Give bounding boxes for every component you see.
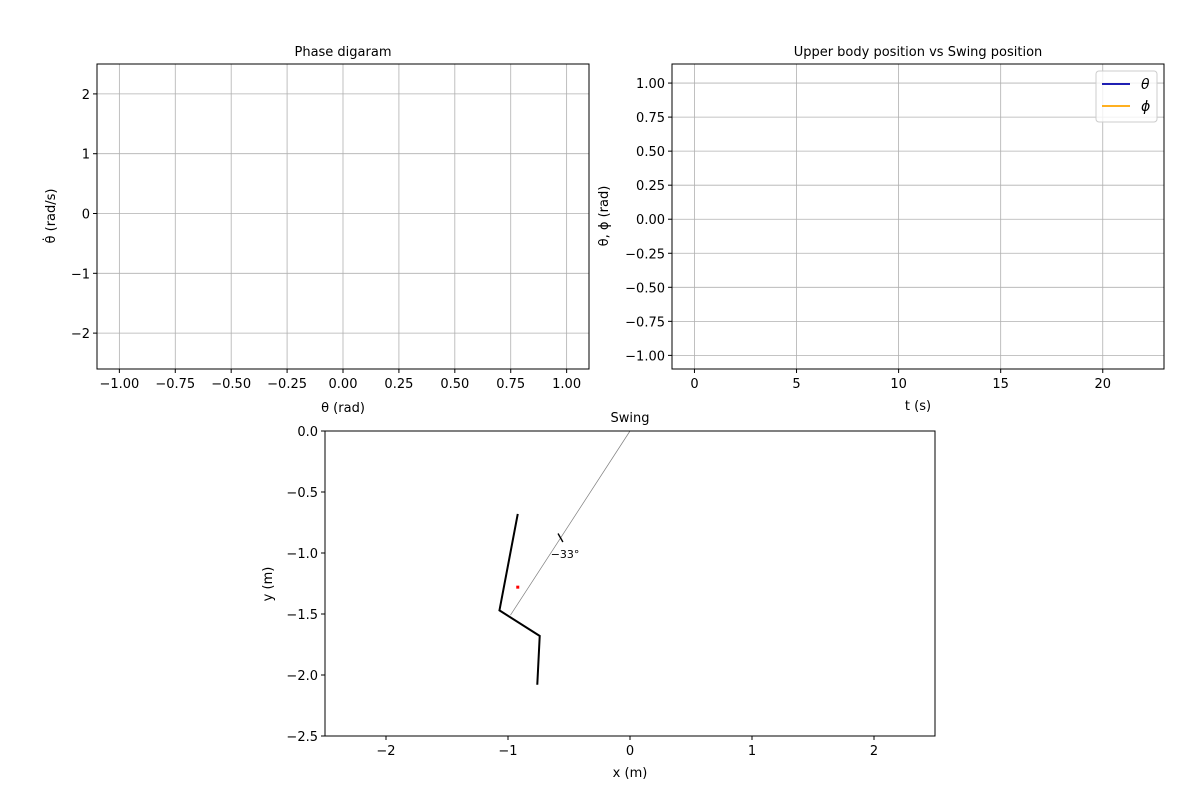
phase-title: Phase digaram [294,45,391,60]
phase-y-tick-label: 1 [82,148,90,163]
legend-theta-label: θ [1141,77,1150,93]
swing-x-tick-label: −1 [498,744,517,759]
time-title: Upper body position vs Swing position [794,45,1043,60]
time-x-tick-label: 5 [792,377,800,392]
time-y-tick-label: 0.50 [636,145,665,160]
phase-y-label: θ̇ (rad/s) [43,189,59,244]
swing-y-tick-label: 0.0 [297,425,318,440]
time-legend: θ ϕ [1095,70,1158,123]
phase-y-tick-label: 2 [82,88,90,103]
swing-y-tick-label: −2.5 [286,730,318,745]
phase-x-label: θ (rad) [321,401,365,416]
time-plot-axes: 0 5 10 15 20 −1.00 −0.75 −0.50 −0.25 0.00 0.25 0.5… [597,45,1165,414]
phase-x-tick-label: −0.50 [211,377,251,392]
time-y-tick-label: −0.50 [625,281,665,296]
time-x-tick-label: 10 [890,377,907,392]
swing-y-tick-label: −0.5 [286,486,318,501]
swing-y-tick-label: −1.0 [286,547,318,562]
phase-x-tick-label: −0.75 [155,377,195,392]
swing-plot-area: −33° [498,430,631,685]
swing-x-tick-label: 1 [748,744,756,759]
phase-x-tick-label: 0.50 [440,377,469,392]
swing-y-label: y (m) [261,567,276,602]
swing-axes: −33° −2 −1 0 1 2 −2.5 −2.0 −1.5 −1.0 −0.5 0.0 Swi… [261,411,936,781]
phase-y-tick-label: 0 [82,208,90,223]
phase-x-tick-label: −0.25 [267,377,307,392]
swing-y-tick-label: −1.5 [286,608,318,623]
time-x-tick-label: 0 [690,377,698,392]
phase-x-tick-label: 1.00 [552,377,581,392]
swing-body [498,513,541,685]
swing-angle-arc [557,533,564,543]
time-y-ticks: −1.00 −0.75 −0.50 −0.25 0.00 0.25 0.50 0.75 1.00 [625,77,672,364]
phase-grid [97,64,589,369]
time-x-ticks: 0 5 10 15 20 [690,369,1111,392]
center-of-mass-marker [516,585,520,589]
legend-phi-label: ϕ [1141,99,1150,115]
time-y-tick-label: 0.25 [636,179,665,194]
phase-x-tick-label: −1.00 [99,377,139,392]
phase-y-tick-label: −1 [71,267,90,282]
time-y-label: θ, ϕ (rad) [597,186,612,247]
time-y-tick-label: −0.25 [625,247,665,262]
swing-x-tick-label: 0 [626,744,634,759]
swing-x-label: x (m) [613,766,648,781]
time-y-tick-label: 1.00 [636,77,665,92]
phase-y-ticks: −2 −1 0 1 2 [71,88,97,342]
phase-x-ticks: −1.00 −0.75 −0.50 −0.25 0.00 0.25 0.50 0.75 1.00 [99,369,581,392]
swing-x-tick-label: −2 [376,744,395,759]
swing-y-tick-label: −2.0 [286,669,318,684]
swing-rope [510,430,631,616]
time-x-tick-label: 20 [1094,377,1111,392]
time-grid [672,64,1164,369]
swing-x-tick-label: 2 [870,744,878,759]
time-x-tick-label: 15 [992,377,1009,392]
phase-diagram-axes: −1.00 −0.75 −0.50 −0.25 0.00 0.25 0.50 0.75 1.00… [43,45,590,416]
time-y-tick-label: 0.00 [636,213,665,228]
time-y-tick-label: 0.75 [636,111,665,126]
time-y-tick-label: −0.75 [625,315,665,330]
swing-angle-label: −33° [551,548,580,561]
phase-x-tick-label: 0.00 [329,377,358,392]
swing-x-ticks: −2 −1 0 1 2 [376,736,878,759]
time-x-label: t (s) [905,399,931,414]
swing-title: Swing [611,411,650,426]
phase-x-tick-label: 0.25 [384,377,413,392]
phase-x-tick-label: 0.75 [496,377,525,392]
time-y-tick-label: −1.00 [625,349,665,364]
phase-y-tick-label: −2 [71,327,90,342]
time-axes-frame [671,63,1165,370]
swing-y-ticks: −2.5 −2.0 −1.5 −1.0 −0.5 0.0 [286,425,325,745]
